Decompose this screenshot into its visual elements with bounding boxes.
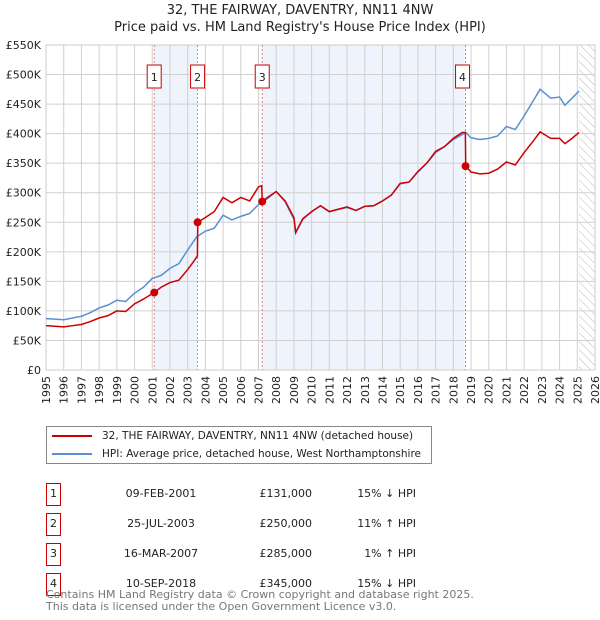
chart-title: 32, THE FAIRWAY, DAVENTRY, NN11 4NW [166, 3, 434, 18]
x-tick-label: 2000 [129, 376, 142, 404]
legend-item-property: 32, THE FAIRWAY, DAVENTRY, NN11 4NW (det… [47, 427, 431, 445]
x-tick-label: 2002 [164, 376, 177, 404]
y-tick-label: £150K [6, 275, 42, 288]
x-tick-label: 2006 [235, 376, 248, 404]
x-tick-label: 2014 [376, 376, 389, 404]
x-tick-label: 1998 [93, 376, 106, 404]
x-tick-label: 2010 [306, 376, 319, 404]
x-tick-label: 1995 [40, 376, 53, 404]
sale-price: £131,000 [259, 487, 313, 500]
sale-hpi-diff: 1% ↑ HPI [364, 547, 416, 560]
x-tick-label: 2024 [554, 376, 567, 404]
sale-price: £345,000 [259, 577, 313, 590]
sale-hpi-diff: 11% ↑ HPI [357, 517, 416, 530]
legend-label: HPI: Average price, detached house, West… [102, 448, 421, 460]
sale-date: 16-MAR-2007 [123, 547, 199, 560]
y-tick-label: £100K [6, 305, 42, 318]
x-tick-label: 2012 [341, 376, 354, 404]
sale-label-box [254, 64, 270, 89]
x-tick-label: 1997 [75, 376, 88, 404]
x-tick-label: 2021 [500, 376, 513, 404]
chart-subtitle: Price paid vs. HM Land Registry's House … [114, 20, 486, 35]
sale-number-badge: 3 [46, 543, 61, 566]
x-tick-label: 2020 [483, 376, 496, 404]
sale-point [193, 218, 202, 227]
x-tick-label: 2025 [571, 376, 584, 404]
x-tick-label: 2023 [536, 376, 549, 404]
y-tick-label: £200K [6, 246, 42, 259]
sale-label-box [455, 64, 471, 89]
sale-label: 1 [151, 71, 158, 84]
x-tick-label: 2013 [359, 376, 372, 404]
x-tick-label: 2017 [430, 376, 443, 404]
legend-swatch-red [52, 435, 92, 437]
sale-point [461, 162, 470, 171]
x-tick-label: 2019 [465, 376, 478, 404]
x-tick-label: 2011 [323, 376, 336, 404]
legend-swatch-blue [52, 453, 92, 455]
y-tick-label: £500K [6, 69, 42, 82]
sale-date: 09-FEB-2001 [125, 487, 197, 500]
sale-point [150, 288, 159, 297]
x-tick-label: 2009 [288, 376, 301, 404]
x-tick-label: 2003 [182, 376, 195, 404]
sale-price: £250,000 [259, 517, 313, 530]
footer-line: This data is licensed under the Open Gov… [46, 599, 397, 613]
sale-hpi-diff: 15% ↓ HPI [357, 577, 416, 590]
x-tick-label: 2015 [394, 376, 407, 404]
sale-period-shade [154, 45, 198, 370]
sale-point [258, 197, 267, 206]
sale-date: 10-SEP-2018 [125, 577, 197, 590]
x-tick-label: 2018 [447, 376, 460, 404]
y-tick-label: £300K [6, 187, 42, 200]
y-tick-label: £50K [13, 334, 42, 347]
y-tick-label: £0 [27, 364, 41, 377]
legend-item-hpi: HPI: Average price, detached house, West… [47, 445, 431, 463]
x-tick-label: 2016 [412, 376, 425, 404]
x-tick-label: 2005 [217, 376, 230, 404]
legend: 32, THE FAIRWAY, DAVENTRY, NN11 4NW (det… [46, 426, 432, 464]
y-tick-label: £250K [6, 216, 42, 229]
footer: Contains HM Land Registry data © Crown c… [46, 589, 474, 612]
x-tick-label: 2004 [199, 376, 212, 404]
sale-label-box [190, 64, 206, 89]
sale-number-badge: 1 [46, 483, 61, 506]
x-tick-label: 2022 [518, 376, 531, 404]
sale-label: 3 [259, 71, 266, 84]
sale-label-box [146, 64, 162, 89]
sale-hpi-diff: 15% ↓ HPI [357, 487, 416, 500]
x-tick-label: 1996 [58, 376, 71, 404]
x-tick-label: 2001 [146, 376, 159, 404]
legend-label: 32, THE FAIRWAY, DAVENTRY, NN11 4NW (det… [102, 430, 414, 442]
sale-number-badge: 4 [46, 573, 61, 596]
y-tick-label: £450K [6, 98, 42, 111]
y-tick-label: £400K [6, 128, 42, 141]
x-tick-label: 2007 [253, 376, 266, 404]
sale-date: 25-JUL-2003 [127, 517, 195, 530]
y-tick-label: £550K [6, 39, 42, 52]
sale-number-badge: 2 [46, 513, 61, 536]
sale-label: 2 [194, 71, 201, 84]
x-tick-label: 2008 [270, 376, 283, 404]
sale-label: 4 [459, 71, 466, 84]
footer-line: Contains HM Land Registry data © Crown c… [46, 588, 474, 601]
line-chart: 1995 1996 1997 1998 1999 2000 2001 2002 2003 2004… [6, 39, 600, 404]
property-price-line [45, 130, 580, 328]
sale-price: £285,000 [259, 547, 313, 560]
forecast-hatch [579, 45, 595, 370]
x-tick-label: 1999 [111, 376, 124, 404]
y-tick-label: £350K [6, 157, 42, 170]
plot-border [45, 44, 596, 371]
x-tick-label: 2026 [589, 376, 600, 404]
